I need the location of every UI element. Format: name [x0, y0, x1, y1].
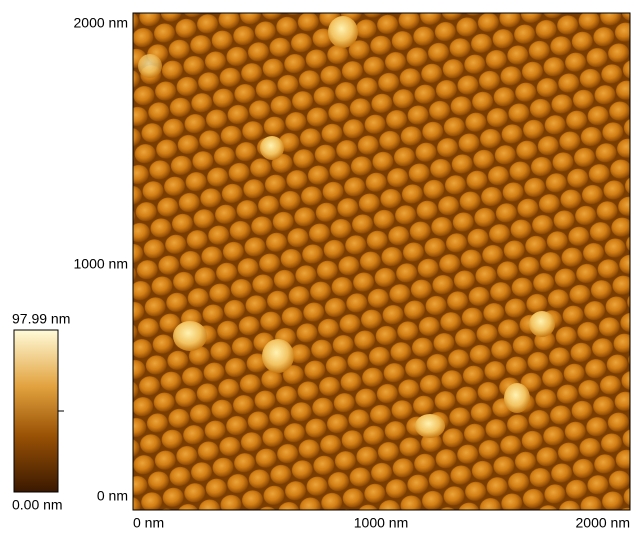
- colorbar: 97.99 nm 0.00 nm: [12, 311, 70, 513]
- particle: [415, 414, 445, 438]
- x-tick-label: 0 nm: [133, 515, 164, 531]
- colorbar-min-label: 0.00 nm: [12, 497, 63, 513]
- y-tick-label: 1000 nm: [74, 256, 128, 272]
- particle: [138, 54, 162, 78]
- particle: [328, 16, 358, 48]
- y-tick-label: 2000 nm: [74, 15, 128, 31]
- colorbar-max-label: 97.99 nm: [12, 311, 70, 327]
- y-tick-label: 0 nm: [97, 488, 128, 504]
- colorbar-gradient: [13, 329, 59, 493]
- particle: [529, 311, 555, 337]
- particle: [173, 321, 207, 351]
- x-tick-label: 1000 nm: [354, 515, 408, 531]
- x-tick-label: 2000 nm: [576, 515, 630, 531]
- scan-image: [132, 12, 631, 511]
- particle: [504, 383, 530, 413]
- particle: [260, 136, 284, 160]
- afm-scan: [132, 12, 631, 511]
- particle: [262, 339, 294, 373]
